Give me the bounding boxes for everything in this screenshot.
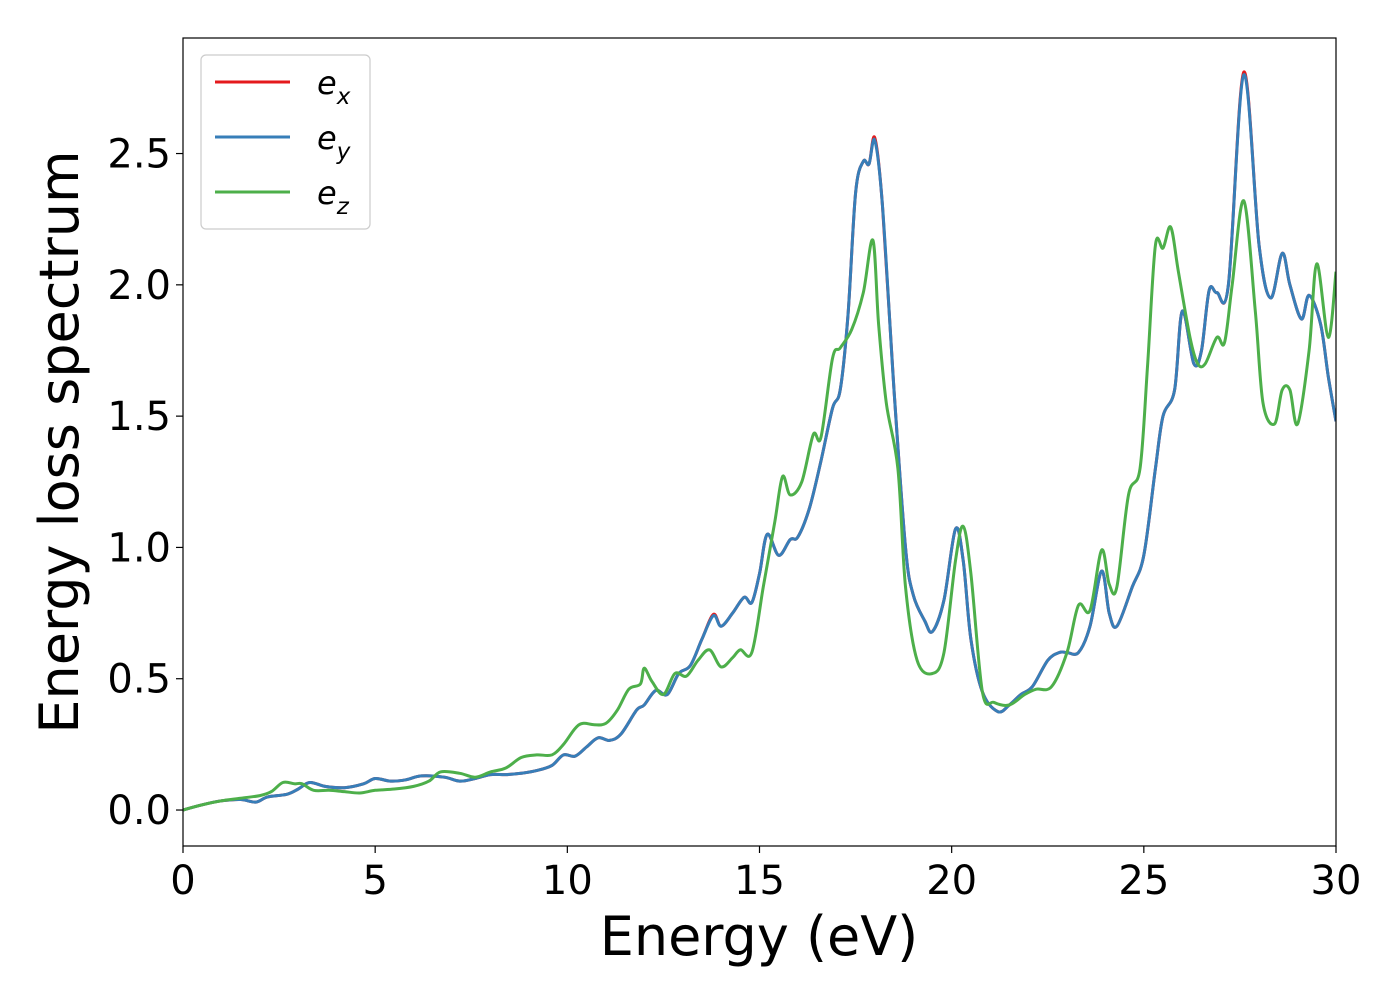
x-axis: 0 5 10 15 20 25 30 xyxy=(170,846,1361,904)
legend-label-base: e xyxy=(317,64,337,102)
x-axis-label: Energy (eV) xyxy=(600,905,919,968)
legend-label-subscript: y xyxy=(336,139,351,165)
y-tick-label: 0.5 xyxy=(107,657,171,703)
x-tick-label: 5 xyxy=(362,858,387,904)
legend-label-z: ez xyxy=(317,174,350,220)
legend-label-y: ey xyxy=(317,119,351,165)
legend-label-x: ex xyxy=(317,64,351,110)
y-tick-label: 2.0 xyxy=(107,263,171,309)
y-tick-label: 1.0 xyxy=(107,525,171,571)
series-layer xyxy=(183,70,1336,812)
legend-label-base: e xyxy=(317,174,337,212)
legend-box xyxy=(200,54,371,230)
x-tick-label: 0 xyxy=(170,858,195,904)
y-tick-label: 1.5 xyxy=(107,394,171,440)
x-tick-label: 10 xyxy=(542,858,593,904)
legend-label-subscript: z xyxy=(336,194,350,220)
x-tick-label: 15 xyxy=(734,858,785,904)
y-tick-label: 2.5 xyxy=(107,132,171,178)
x-tick-label: 30 xyxy=(1311,858,1362,904)
legend-label-subscript: x xyxy=(336,84,351,110)
y-axis-label: Energy loss spectrum xyxy=(28,150,91,733)
legend-label-base: e xyxy=(317,119,337,157)
series-line-y xyxy=(183,73,1336,812)
y-tick-label: 0.0 xyxy=(107,788,171,834)
y-axis: 0.0 0.5 1.0 1.5 2.0 2.5 xyxy=(107,132,183,834)
x-tick-label: 20 xyxy=(926,858,977,904)
x-tick-label: 25 xyxy=(1118,858,1169,904)
series-line-z xyxy=(183,199,1336,812)
